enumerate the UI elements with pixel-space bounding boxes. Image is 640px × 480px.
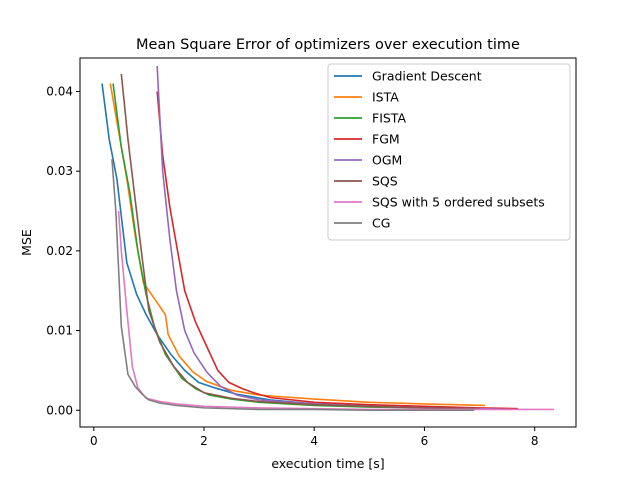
x-tick-label: 8 — [531, 434, 539, 448]
legend-label-6: SQS with 5 ordered subsets — [372, 195, 545, 210]
x-tick-label: 4 — [310, 434, 318, 448]
legend-label-7: CG — [372, 216, 390, 231]
y-tick-label: 0.00 — [46, 403, 73, 417]
y-tick-label: 0.04 — [46, 84, 73, 98]
series-line-7 — [111, 159, 475, 412]
x-axis: 0 2 4 6 8 — [90, 427, 539, 448]
y-tick-label: 0.02 — [46, 244, 73, 258]
y-tick-label: 0.01 — [46, 324, 73, 338]
legend-label-5: SQS — [372, 174, 398, 189]
series-line-3 — [156, 91, 519, 410]
legend-label-0: Gradient Descent — [372, 69, 482, 84]
series-line-5 — [120, 73, 480, 410]
legend-label-3: FGM — [372, 132, 400, 147]
plot-area — [101, 65, 554, 412]
y-axis: 0.00 0.01 0.02 0.03 0.04 — [46, 84, 80, 417]
legend: Gradient Descent ISTA FISTA FGM OGM SQS SQS wi… — [327, 63, 571, 241]
axes-frame — [79, 57, 577, 428]
y-axis-label: MSE — [19, 229, 34, 256]
x-tick-label: 6 — [421, 434, 429, 448]
y-tick-label: 0.03 — [46, 164, 73, 178]
chart-title: Mean Square Error of optimizers over exe… — [136, 37, 520, 53]
legend-label-1: ISTA — [372, 90, 399, 105]
x-tick-label: 2 — [200, 434, 208, 448]
legend-box — [327, 63, 571, 241]
x-tick-label: 0 — [90, 434, 98, 448]
x-axis-label: execution time [s] — [271, 456, 384, 471]
legend-label-2: FISTA — [372, 111, 406, 126]
legend-label-4: OGM — [372, 153, 402, 168]
